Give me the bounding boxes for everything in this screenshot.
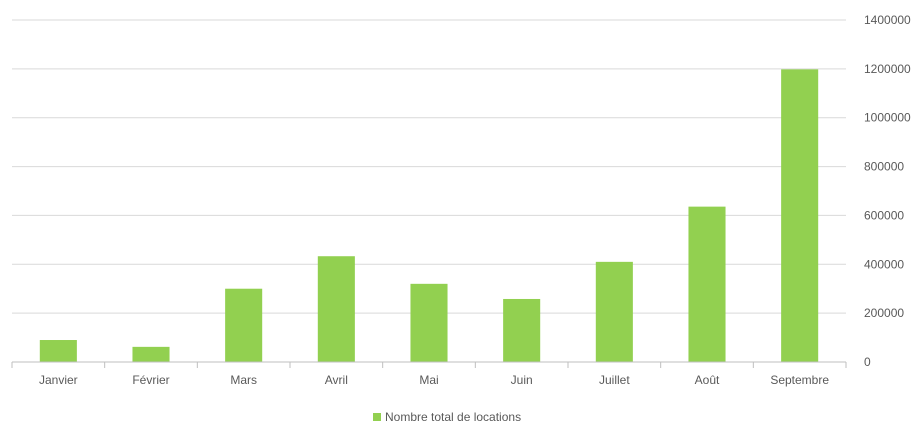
x-tick-label: Juillet — [599, 373, 630, 387]
x-tick-label: Septembre — [770, 373, 829, 387]
y-tick-label: 200000 — [864, 306, 904, 320]
y-tick-label: 1400000 — [864, 13, 911, 27]
bar-septembre — [781, 69, 819, 363]
bar-février — [132, 346, 170, 362]
x-tick-label: Mai — [419, 373, 438, 387]
x-axis: Janvier Février Mars Avril Mai Juin Juillet Aoû… — [11, 361, 847, 387]
legend: Nombre total de locations — [373, 410, 521, 424]
bar-juillet — [595, 261, 633, 362]
y-tick-label: 400000 — [864, 257, 904, 271]
y-axis: 0 200000 400000 600000 800000 1000000 1200000 1… — [864, 13, 911, 369]
x-tick-label: Août — [695, 373, 720, 387]
y-tick-label: 800000 — [864, 160, 904, 174]
y-tick-label: 1200000 — [864, 62, 911, 76]
x-tick-label: Janvier — [39, 373, 78, 387]
bar-mars — [225, 288, 263, 362]
y-tick-label: 1000000 — [864, 111, 911, 125]
x-tick-label: Mars — [230, 373, 257, 387]
gridlines — [12, 19, 846, 314]
legend-swatch — [373, 413, 381, 421]
bar-janvier — [39, 340, 77, 362]
x-tick-label: Juin — [511, 373, 533, 387]
bar-juin — [503, 298, 541, 362]
x-tick-label: Février — [132, 373, 169, 387]
y-tick-label: 0 — [864, 355, 871, 369]
bar-août — [688, 206, 726, 362]
y-tick-label: 600000 — [864, 208, 904, 222]
legend-label: Nombre total de locations — [385, 410, 521, 424]
x-tick-label: Avril — [325, 373, 348, 387]
bars — [39, 69, 819, 363]
bar-avril — [317, 256, 355, 362]
bar-mai — [410, 283, 448, 362]
